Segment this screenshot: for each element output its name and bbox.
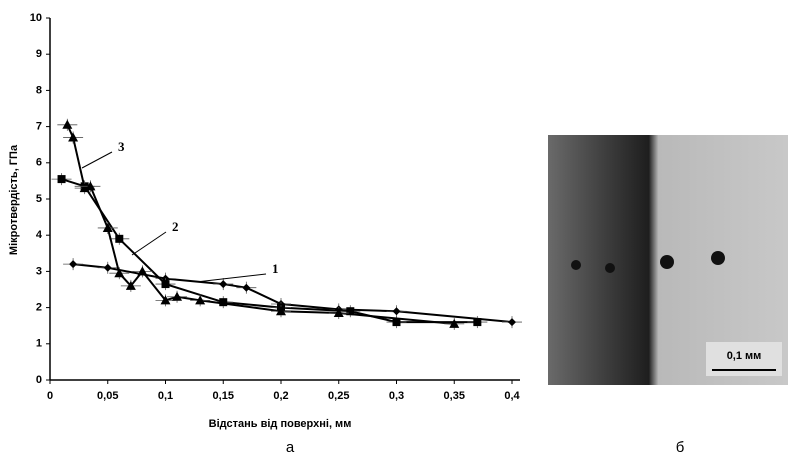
x-tick-label: 0,05 <box>97 390 118 402</box>
series-label: 2 <box>172 219 179 234</box>
point <box>473 318 482 327</box>
point <box>125 280 136 290</box>
point <box>392 318 401 327</box>
point <box>333 308 344 318</box>
y-tick-label: 2 <box>36 302 42 314</box>
indent <box>571 260 581 270</box>
point <box>62 119 73 129</box>
point <box>276 306 286 316</box>
point <box>449 318 460 328</box>
point <box>195 295 206 305</box>
y-tick-label: 0 <box>36 374 42 386</box>
series-label: 3 <box>118 139 125 154</box>
y-tick-label: 5 <box>36 193 42 205</box>
point <box>160 295 171 305</box>
indent <box>605 263 615 273</box>
point <box>161 280 170 289</box>
y-tick-label: 3 <box>36 265 42 277</box>
x-tick-label: 0 <box>47 390 53 402</box>
series-label: 1 <box>272 261 279 276</box>
point <box>102 222 113 232</box>
leader-line <box>131 231 167 256</box>
x-axis-label: Відстань від поверхні, мм <box>209 418 352 430</box>
x-tick-label: 0,35 <box>444 390 465 402</box>
point <box>85 181 96 191</box>
series-line <box>61 178 478 324</box>
point <box>219 298 228 307</box>
point <box>57 175 66 184</box>
x-tick-label: 0,2 <box>273 390 288 402</box>
point <box>114 268 125 278</box>
y-tick-label: 4 <box>36 229 43 241</box>
y-tick-label: 9 <box>36 48 42 60</box>
chart-caption: а <box>286 439 295 456</box>
y-tick-label: 8 <box>36 84 42 96</box>
indent <box>660 255 674 269</box>
x-tick-label: 0,3 <box>389 390 404 402</box>
point <box>242 283 251 292</box>
scale-label: 0,1 мм <box>727 350 762 362</box>
micrograph: 0,1 мм <box>548 135 788 385</box>
x-tick-label: 0,25 <box>328 390 349 402</box>
point <box>172 291 183 301</box>
point <box>68 132 79 142</box>
point <box>392 307 401 316</box>
point <box>508 318 516 327</box>
y-tick-label: 6 <box>36 157 42 169</box>
indent <box>711 251 725 265</box>
x-tick-label: 0,15 <box>213 390 234 402</box>
point <box>69 260 78 269</box>
leader-line <box>195 273 267 283</box>
y-tick-label: 1 <box>36 338 42 350</box>
y-tick-label: 10 <box>30 12 42 24</box>
y-tick-label: 7 <box>36 121 42 133</box>
x-tick-label: 0,4 <box>504 390 520 402</box>
y-axis-label: Мікротвердість, ГПа <box>8 144 20 255</box>
x-tick-label: 0,1 <box>158 390 173 402</box>
point <box>346 307 355 316</box>
point <box>115 234 124 243</box>
point <box>137 266 148 276</box>
point <box>103 263 112 272</box>
point <box>219 280 228 289</box>
leader-line <box>81 151 113 169</box>
image-caption: б <box>676 439 685 456</box>
